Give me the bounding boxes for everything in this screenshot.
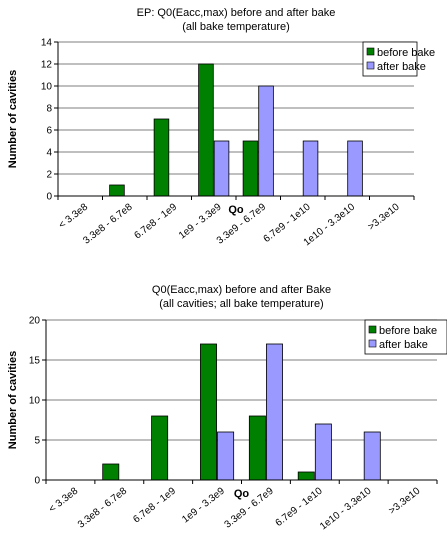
chart2-xtick-label: >3.3e10 — [387, 485, 423, 516]
chart1-bar-after — [213, 140, 230, 197]
chart2-ytick-label: 5 — [34, 436, 40, 447]
chart1-subtitle: (all bake temperature) — [182, 21, 290, 33]
chart2-legend-label-before: before bake — [379, 325, 437, 337]
chart1-bar-before — [198, 63, 214, 197]
chart1-ytick-label: 8 — [46, 104, 52, 115]
chart2-xtick-label: < 3.3e8 — [47, 485, 81, 515]
chart2-xtick-label: 1e10 - 3.3e10 — [318, 485, 374, 532]
chart1-bar-before — [242, 140, 259, 197]
chart1-ytick-label: 12 — [41, 60, 53, 71]
chart1-x-axis-label: Qo — [228, 204, 244, 216]
chart1-ytick-label: 0 — [46, 192, 52, 203]
chart1-legend-swatch-before — [366, 47, 375, 56]
chart1-ytick-label: 4 — [46, 148, 52, 159]
chart2-subtitle: (all cavities; all bake temperature) — [159, 298, 323, 310]
chart2-xtick-label: 6.7e9 - 1e10 — [274, 485, 325, 529]
chart2-ytick-label: 15 — [29, 356, 41, 367]
chart1-ytick-label: 14 — [41, 38, 53, 49]
chart2-y-axis-label: Number of cavities — [7, 351, 19, 449]
chart2-xtick-label: 1e9 - 3.3e9 — [180, 485, 227, 525]
chart1-xtick-label: >3.3e10 — [366, 201, 402, 232]
chart1-title: EP: Q0(Eacc,max) before and after bake — [137, 7, 336, 19]
chart1-legend-box — [362, 41, 418, 77]
chart2-bar-after — [314, 423, 332, 481]
chart1-bar-before — [153, 118, 170, 197]
chart1-y-axis-label: Number of cavities — [7, 70, 19, 168]
chart1-xtick-label: 3.3e8 - 6.7e8 — [81, 201, 135, 246]
chart2-bar-before — [248, 415, 266, 481]
chart2-legend-swatch-before — [368, 325, 377, 334]
chart1-bar-after — [258, 85, 274, 197]
chart2-ytick-label: 20 — [29, 316, 41, 327]
chart2-bar-before — [151, 415, 169, 481]
chart1-legend-swatch-after — [366, 61, 375, 70]
chart2-legend-swatch-after — [368, 339, 377, 348]
chart1-bar-before — [109, 184, 125, 197]
chart1-ytick-label: 10 — [41, 82, 53, 93]
chart1-legend-label-before: before bake — [377, 47, 435, 59]
chart1-legend-label-after: after bake — [377, 61, 426, 73]
chart2-ytick-label: 0 — [34, 476, 40, 487]
chart1-bar-after — [302, 140, 319, 197]
chart2-xtick-label: 3.3e9 - 6.7e9 — [223, 485, 277, 530]
chart2-xtick-label: 3.3e8 - 6.7e8 — [76, 485, 130, 530]
chart2-legend-label-after: after bake — [379, 339, 428, 351]
chart2-ytick-label: 10 — [29, 396, 41, 407]
chart2-bar-before — [102, 463, 120, 481]
chart1-xtick-label: 6.7e8 - 1e9 — [132, 201, 179, 241]
chart1-xtick-label: < 3.3e8 — [57, 201, 91, 231]
chart2-bar-after — [363, 431, 381, 481]
chart2-bar-after — [266, 343, 283, 481]
chart2-bar-before — [200, 343, 217, 481]
chart2-bar-before — [297, 471, 315, 481]
chart1-ytick-label: 6 — [46, 126, 52, 137]
chart2-bar-after — [217, 431, 235, 481]
chart2-xtick-label: 6.7e8 - 1e9 — [131, 485, 178, 525]
chart2-title: Q0(Eacc,max) before and after Bake — [152, 284, 331, 296]
chart1-ytick-label: 2 — [46, 170, 52, 181]
chart2-legend-box — [364, 319, 447, 355]
chart2-x-axis-label: Qo — [234, 488, 250, 500]
chart1-bar-after — [347, 140, 363, 197]
